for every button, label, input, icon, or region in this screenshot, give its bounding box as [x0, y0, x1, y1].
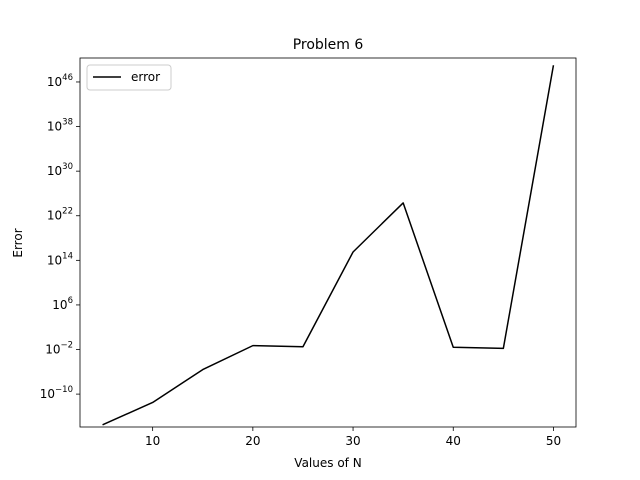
y-axis-label: Error [11, 228, 25, 257]
x-tick-label-40: 40 [446, 434, 461, 448]
y-tick-label-46: 1046 [47, 73, 73, 89]
series-line-error [102, 65, 555, 426]
x-tick-label-30: 30 [345, 434, 360, 448]
legend-box [86, 64, 172, 91]
x-tick-label-50: 50 [546, 434, 561, 448]
y-tick-label-38: 1038 [47, 118, 73, 134]
x-tick-label-10: 10 [145, 434, 160, 448]
y-tick-label-14: 1014 [47, 251, 73, 267]
chart-title: Problem 6 [293, 37, 364, 53]
y-tick-label-30: 1030 [47, 162, 73, 178]
y-tick-label--10: 10−10 [40, 385, 73, 401]
y-tick-label--2: 10−2 [45, 341, 73, 357]
legend-label-error: error [131, 70, 160, 84]
x-tick-label-20: 20 [245, 434, 260, 448]
axes-frame [79, 57, 577, 428]
x-axis-label: Values of N [294, 456, 361, 470]
plot-area: 10 20 30 40 50 10−10 10−2 106 1014 1022 1030 1038 10… [40, 57, 577, 448]
y-tick-label-6: 106 [52, 296, 73, 312]
y-tick-label-22: 1022 [47, 207, 73, 223]
